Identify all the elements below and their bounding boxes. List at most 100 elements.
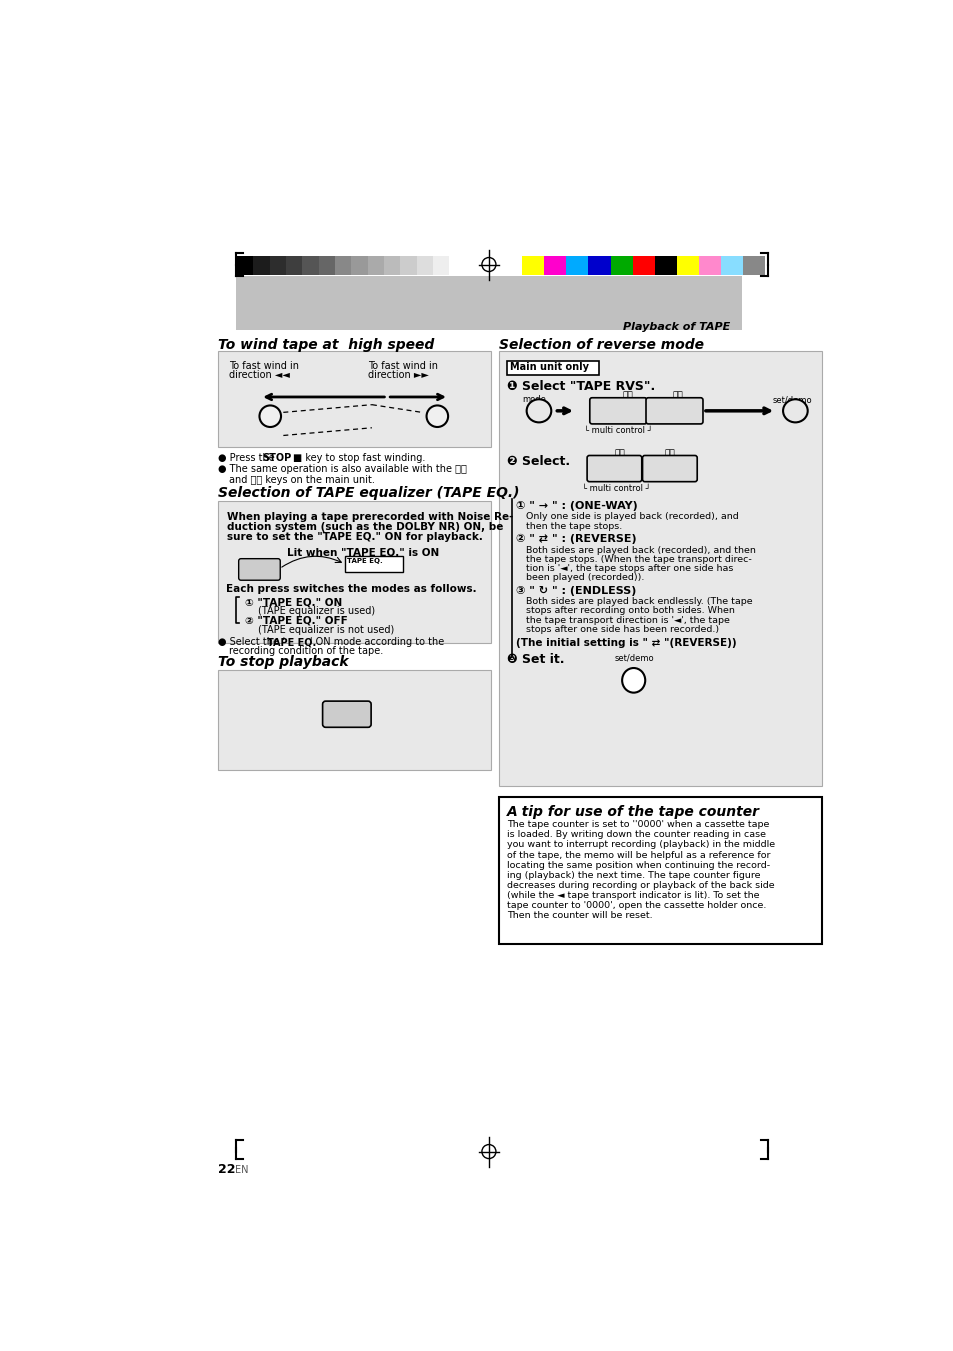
Text: TAPE EQ.: TAPE EQ.	[347, 558, 382, 563]
FancyBboxPatch shape	[322, 701, 371, 727]
Bar	[566, 257, 588, 274]
Text: locating the same position when continuing the record-: locating the same position when continui…	[506, 861, 769, 870]
Text: ing (playback) the next time. The tape counter figure: ing (playback) the next time. The tape c…	[506, 870, 760, 880]
Text: ⏮⏮: ⏮⏮	[614, 450, 624, 458]
Text: mode: mode	[521, 396, 545, 404]
Text: set/demo: set/demo	[772, 396, 811, 404]
Text: stops after one side has been recorded.): stops after one side has been recorded.)	[525, 626, 719, 634]
Text: of the tape, the memo will be helpful as a reference for: of the tape, the memo will be helpful as…	[506, 851, 769, 859]
Text: ❷ Select.: ❷ Select.	[506, 455, 569, 467]
Bar	[235, 276, 741, 330]
FancyBboxPatch shape	[589, 397, 646, 424]
Bar	[521, 257, 543, 274]
Bar	[318, 257, 335, 274]
Bar	[400, 257, 416, 274]
Text: To fast wind in: To fast wind in	[368, 361, 437, 370]
Text: then the tape stops.: then the tape stops.	[525, 521, 621, 531]
Bar	[677, 257, 699, 274]
Bar	[335, 257, 351, 274]
Text: ● Press the: ● Press the	[217, 453, 277, 463]
Text: direction ◄◄: direction ◄◄	[229, 370, 290, 380]
Text: you want to interrupt recording (playback) in the middle: you want to interrupt recording (playbac…	[506, 840, 774, 850]
Text: ❶ Select "TAPE RVS".: ❶ Select "TAPE RVS".	[506, 380, 654, 393]
Bar	[699, 257, 720, 274]
Bar	[416, 257, 433, 274]
Text: ' ON mode according to the: ' ON mode according to the	[310, 638, 444, 647]
Bar	[286, 257, 302, 274]
Text: recording condition of the tape.: recording condition of the tape.	[229, 646, 383, 657]
Text: decreases during recording or playback of the back side: decreases during recording or playback o…	[506, 881, 774, 889]
Bar	[270, 257, 286, 274]
Text: A tip for use of the tape counter: A tip for use of the tape counter	[506, 805, 759, 819]
Bar	[632, 257, 654, 274]
Bar	[217, 351, 491, 447]
Text: ⏭⏭: ⏭⏭	[672, 392, 682, 401]
Text: ① " → " : (ONE-WAY): ① " → " : (ONE-WAY)	[516, 501, 637, 511]
Text: (TAPE equalizer is used): (TAPE equalizer is used)	[257, 607, 375, 616]
Bar	[217, 670, 491, 770]
Bar	[449, 257, 465, 274]
Text: EN: EN	[234, 1166, 248, 1175]
Text: └ multi control ┘: └ multi control ┘	[583, 426, 652, 435]
Bar	[742, 257, 764, 274]
Bar	[498, 797, 821, 943]
Text: TAPE EQ.: TAPE EQ.	[267, 638, 316, 647]
Text: (while the ◄ tape transport indicator is lit). To set the: (while the ◄ tape transport indicator is…	[506, 890, 759, 900]
Text: The tape counter is set to ''0000' when a cassette tape: The tape counter is set to ''0000' when …	[506, 820, 768, 830]
Text: (TAPE equalizer is not used): (TAPE equalizer is not used)	[257, 626, 394, 635]
Bar	[351, 257, 368, 274]
Text: ❸ Set it.: ❸ Set it.	[506, 654, 563, 666]
Text: the tape transport direction is '◄', the tape: the tape transport direction is '◄', the…	[525, 616, 729, 624]
Text: ● The same operation is also available with the ⏮⏮: ● The same operation is also available w…	[217, 463, 466, 474]
FancyBboxPatch shape	[238, 559, 280, 580]
Text: ● Select the ‘: ● Select the ‘	[217, 638, 285, 647]
Text: Lit when "TAPE EQ." is ON: Lit when "TAPE EQ." is ON	[287, 547, 439, 557]
FancyBboxPatch shape	[642, 455, 697, 482]
Bar	[302, 257, 318, 274]
Text: ⏮⏮: ⏮⏮	[621, 392, 632, 401]
Bar	[433, 257, 449, 274]
Bar	[588, 257, 610, 274]
Text: ⏭⏭: ⏭⏭	[664, 450, 675, 458]
Text: Only one side is played back (recorded), and: Only one side is played back (recorded),…	[525, 512, 738, 521]
Text: Selection of reverse mode: Selection of reverse mode	[498, 338, 703, 351]
Text: Then the counter will be reset.: Then the counter will be reset.	[506, 911, 652, 920]
Text: Both sides are played back endlessly. (The tape: Both sides are played back endlessly. (T…	[525, 597, 752, 607]
Bar	[610, 257, 632, 274]
Text: the tape stops. (When the tape transport direc-: the tape stops. (When the tape transport…	[525, 555, 751, 563]
Text: 22: 22	[217, 1163, 235, 1177]
Ellipse shape	[426, 405, 448, 427]
Bar	[368, 257, 384, 274]
Text: Both sides are played back (recorded), and then: Both sides are played back (recorded), a…	[525, 546, 755, 554]
Ellipse shape	[259, 405, 281, 427]
Bar	[720, 257, 742, 274]
Text: and ⏭⏭ keys on the main unit.: and ⏭⏭ keys on the main unit.	[229, 474, 375, 485]
Text: stops after recording onto both sides. When: stops after recording onto both sides. W…	[525, 607, 734, 616]
Ellipse shape	[621, 667, 644, 693]
Text: tape counter to '0000', open the cassette holder once.: tape counter to '0000', open the cassett…	[506, 901, 765, 909]
Text: is loaded. By writing down the counter reading in case: is loaded. By writing down the counter r…	[506, 831, 765, 839]
Text: ② " ⇄ " : (REVERSE): ② " ⇄ " : (REVERSE)	[516, 534, 636, 544]
Text: Selection of TAPE equalizer (TAPE EQ.): Selection of TAPE equalizer (TAPE EQ.)	[217, 485, 518, 500]
Text: direction ►►: direction ►►	[368, 370, 429, 380]
Bar	[498, 351, 821, 786]
Text: When playing a tape prerecorded with Noise Re-: When playing a tape prerecorded with Noi…	[227, 512, 513, 523]
Bar	[384, 257, 400, 274]
Text: Main unit only: Main unit only	[510, 362, 589, 373]
Text: Playback of TAPE: Playback of TAPE	[622, 322, 729, 331]
Text: duction system (such as the DOLBY NR) ON, be: duction system (such as the DOLBY NR) ON…	[227, 523, 503, 532]
Bar	[237, 257, 253, 274]
Text: set/demo: set/demo	[614, 654, 654, 662]
Text: To wind tape at  high speed: To wind tape at high speed	[217, 338, 434, 351]
Text: ① "TAPE EQ." ON: ① "TAPE EQ." ON	[245, 597, 342, 607]
Ellipse shape	[526, 400, 551, 423]
Text: been played (recorded)).: been played (recorded)).	[525, 573, 643, 582]
Ellipse shape	[782, 400, 807, 423]
Bar	[345, 557, 402, 571]
Bar	[217, 501, 491, 643]
Text: tion is '◄', the tape stops after one side has: tion is '◄', the tape stops after one si…	[525, 565, 733, 573]
FancyBboxPatch shape	[645, 397, 702, 424]
Text: To fast wind in: To fast wind in	[229, 361, 299, 370]
Text: STOP: STOP	[262, 453, 292, 463]
Text: To stop playback: To stop playback	[217, 655, 348, 669]
